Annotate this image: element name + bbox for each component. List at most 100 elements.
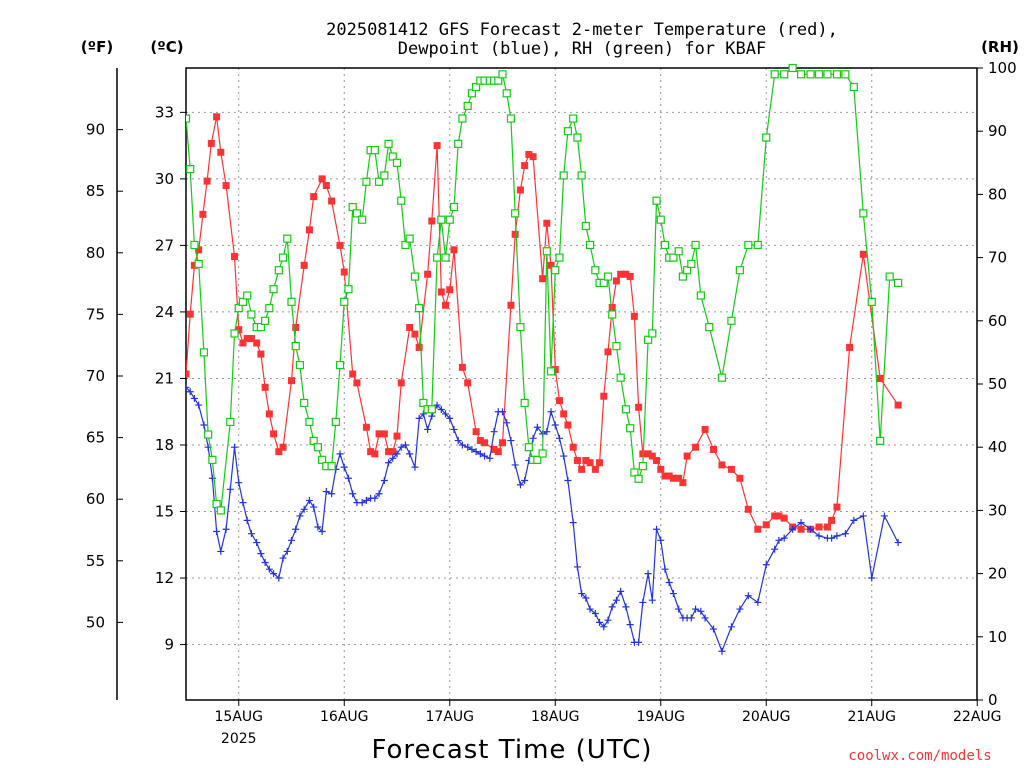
x-tick-label: 18AUG	[531, 709, 580, 725]
dewpoint-point	[894, 539, 902, 547]
temperature-point	[203, 177, 211, 185]
dewpoint-point	[600, 623, 608, 631]
temperature-point	[846, 343, 854, 351]
rh-point	[445, 215, 454, 224]
dewpoint-point	[243, 516, 251, 524]
dewpoint-point	[661, 565, 669, 573]
dewpoint-point	[868, 574, 876, 582]
data-series	[186, 63, 903, 655]
dewpoint-point	[419, 410, 427, 418]
temperature-point	[270, 430, 278, 438]
rh-point	[212, 499, 221, 509]
temperature-point	[797, 525, 805, 533]
dewpoint-point	[446, 414, 454, 422]
dewpoint-point	[582, 594, 590, 602]
dewpoint-point	[675, 605, 683, 613]
temperature-point	[389, 448, 397, 456]
temperature-point	[288, 377, 295, 385]
rh-tick-label: 60	[988, 312, 1007, 330]
x-tick-label: 15AUG	[215, 709, 264, 725]
temperature-point	[433, 142, 441, 150]
rh-point	[762, 133, 771, 142]
dewpoint-point	[736, 605, 744, 613]
dewpoint-point	[626, 621, 634, 629]
dewpoint-point	[292, 525, 300, 533]
rh-point	[630, 468, 639, 477]
temperature-point	[494, 448, 502, 456]
rh-point	[669, 253, 678, 262]
dewpoint-point	[401, 441, 409, 449]
temperature-point	[371, 450, 379, 458]
rh-point	[603, 272, 613, 281]
rh-point	[432, 253, 442, 262]
temperature-point	[560, 410, 568, 418]
temperature-point	[710, 445, 717, 453]
rh-point	[405, 234, 414, 243]
rh-point	[573, 133, 582, 142]
dewpoint-point	[604, 616, 612, 624]
rh-point	[335, 360, 345, 370]
dewpoint-point	[239, 499, 247, 507]
dewpoint-point	[807, 525, 815, 533]
temperature-point	[547, 261, 555, 269]
dewpoint-point	[328, 490, 336, 498]
rh-point	[374, 177, 384, 186]
rh-point	[581, 221, 590, 231]
rh-point	[437, 215, 446, 224]
rh-point	[867, 297, 876, 306]
rh-tick-label: 50	[988, 375, 1007, 393]
temperature-point	[775, 512, 783, 520]
rh-point	[533, 455, 542, 464]
dewpoint-point	[815, 532, 823, 540]
temperature-point	[736, 474, 744, 482]
temperature-point	[195, 246, 203, 254]
dewpoint-point	[406, 450, 414, 458]
dewpoint-point	[454, 437, 462, 445]
dewpoint-point	[859, 512, 867, 520]
rh-point	[362, 177, 371, 186]
temperature-point	[586, 459, 594, 467]
rh-point	[300, 398, 309, 408]
rh-point	[806, 70, 815, 79]
temperature-point	[186, 310, 194, 318]
dewpoint-point	[543, 428, 551, 436]
dewpoint-point	[481, 452, 489, 460]
temperature-point	[762, 521, 770, 529]
temperature-point	[380, 430, 388, 438]
rh-point	[502, 89, 511, 98]
dewpoint-point	[261, 559, 269, 567]
rh-point	[309, 436, 318, 445]
dewpoint-point	[415, 414, 423, 422]
dewpoint-point	[458, 441, 466, 449]
temperature-point	[876, 374, 884, 382]
temperature-point	[231, 252, 239, 260]
temperature-point	[551, 366, 559, 374]
rh-point	[243, 291, 252, 300]
temperature-point	[529, 153, 537, 161]
temperature-point	[600, 392, 608, 400]
rh-point	[823, 70, 832, 79]
temperature-point	[476, 437, 484, 445]
dewpoint-point	[468, 445, 476, 453]
dewpoint-point	[635, 638, 643, 646]
temperature-point	[665, 472, 673, 480]
dewpoint-point	[265, 565, 273, 573]
dewpoint-point	[424, 425, 432, 433]
rh-point	[563, 127, 573, 136]
rh-point	[317, 455, 327, 464]
dewpoint-point	[195, 401, 203, 409]
temperature-point	[661, 472, 669, 480]
rh-point	[551, 266, 560, 275]
rh-point	[380, 171, 389, 180]
temperature-point	[683, 452, 691, 460]
dewpoint-point	[336, 450, 344, 458]
unit-label-fahrenheit: (ºF)	[81, 38, 113, 56]
rh-point	[472, 82, 481, 92]
rh-point	[506, 114, 516, 123]
rh-point	[427, 405, 436, 414]
temperature-point	[199, 210, 207, 218]
temperature-point	[511, 230, 519, 238]
temperature-point	[692, 443, 700, 451]
celsius-tick-label: 12	[155, 569, 174, 587]
rh-point	[559, 171, 568, 180]
